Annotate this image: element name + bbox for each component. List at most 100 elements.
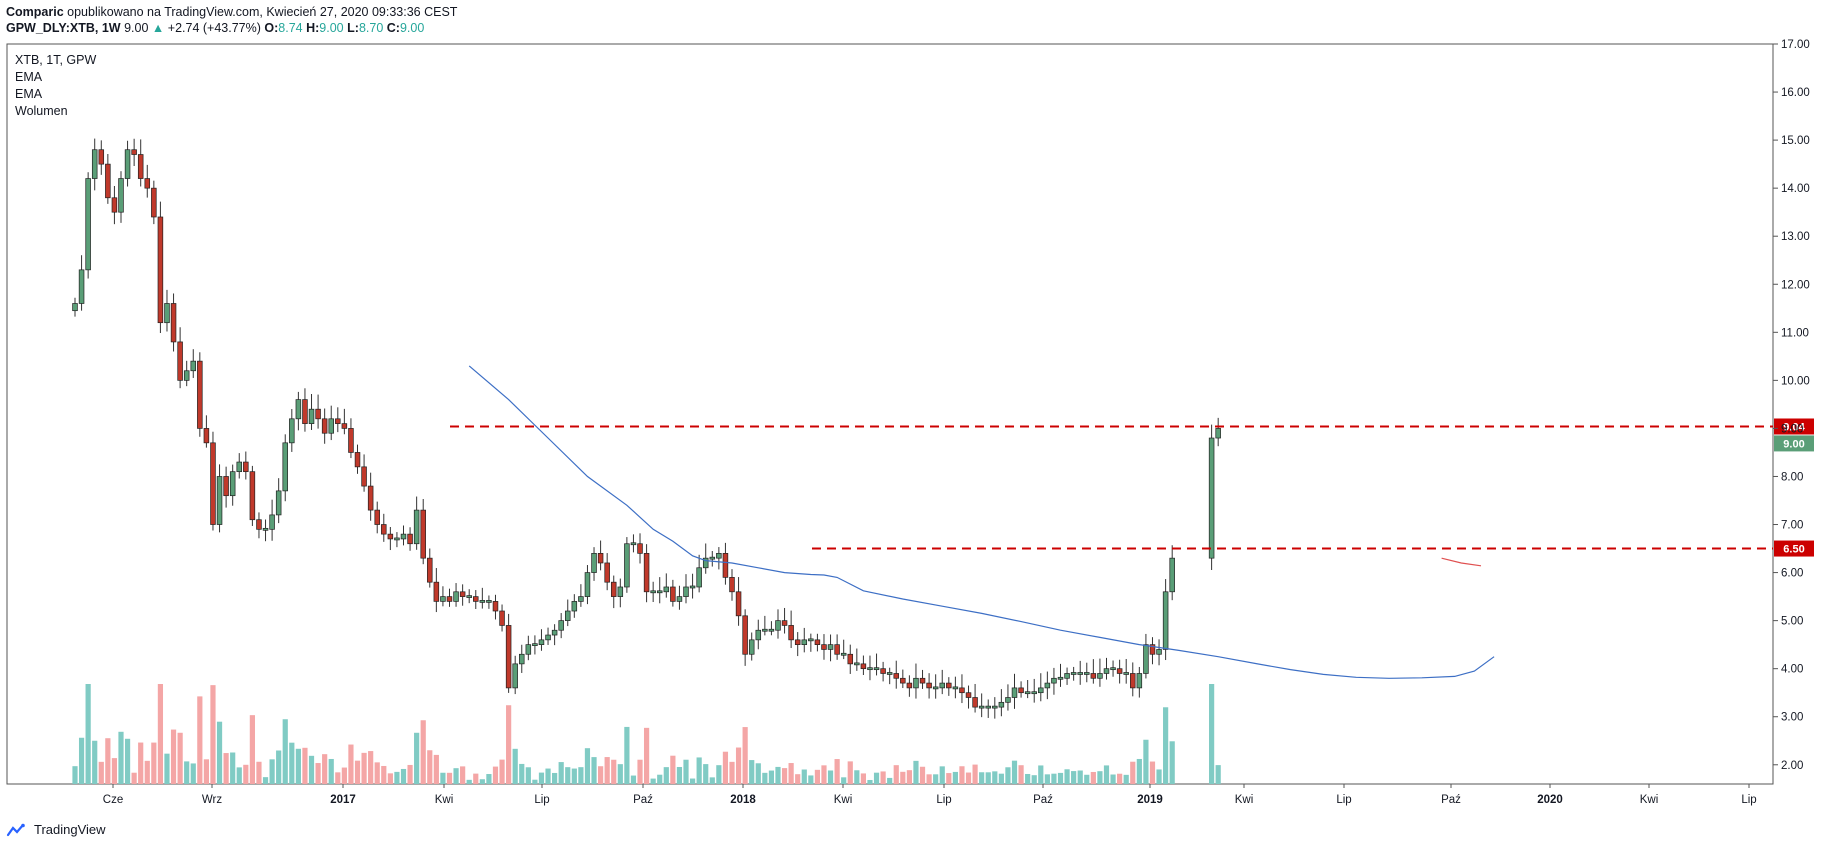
candle-body (519, 653, 525, 665)
candle-body (466, 595, 472, 598)
volume-bar (919, 766, 926, 784)
volume-bar (972, 764, 978, 784)
candle-body (1136, 673, 1143, 689)
volume-bar (762, 772, 768, 784)
level-label: 9.04 (1783, 421, 1805, 433)
candle-body (978, 705, 985, 709)
volume-bar (348, 744, 354, 784)
volume-bar (1011, 760, 1018, 784)
volume-bar (709, 777, 715, 784)
volume-bar (1084, 774, 1090, 784)
volume-bar (157, 684, 164, 784)
candle-body (453, 591, 459, 602)
volume-bars (72, 684, 1221, 784)
price-axis[interactable]: 2.00 3.00 4.00 5.00 6.00 7.00 8.00 9.00 10.00 11.… (1773, 39, 1810, 772)
volume-bar (230, 752, 236, 784)
time-axis[interactable]: Cze Wrz 2017 Kwi Lip Paź 2018 Kwi Lip Paź 2019 Kwi L… (103, 784, 1757, 806)
volume-bar (696, 757, 702, 784)
x-tick-label: Wrz (202, 794, 222, 806)
high-label: H: (306, 21, 320, 35)
candle-body (643, 553, 650, 593)
candle-body (295, 399, 302, 420)
volume-bar (446, 772, 453, 784)
candle-body (394, 537, 400, 541)
horizontal-levels[interactable]: 9.04 6.50 9.00 (450, 418, 1814, 557)
y-tick-label: 7.00 (1781, 520, 1803, 532)
volume-bar (939, 766, 945, 784)
candle-body (361, 466, 367, 487)
volume-bar (302, 747, 308, 784)
candle-body (1130, 673, 1136, 689)
volume-bar (184, 761, 190, 784)
volume-bar (630, 775, 637, 784)
volume-bar (814, 769, 821, 784)
candle-body (722, 553, 729, 578)
last-price: 9.00 (124, 21, 149, 35)
author-name[interactable]: Comparic (6, 5, 64, 19)
candle-body (308, 408, 315, 424)
volume-bar (295, 748, 301, 784)
candle-body (243, 461, 249, 473)
plot-area[interactable] (6, 43, 1774, 785)
candle-body (387, 533, 394, 540)
footer-brand[interactable]: TradingView (6, 822, 106, 837)
volume-bar (512, 748, 518, 784)
x-tick-label: Cze (103, 794, 123, 806)
candle-body (210, 442, 216, 525)
candle-body (538, 639, 545, 645)
candle-body (1143, 644, 1149, 674)
volume-bar (558, 762, 564, 784)
candle-body (223, 476, 229, 497)
volume-bar (532, 779, 538, 784)
candle-body (85, 178, 91, 271)
volume-bar (394, 771, 400, 784)
candle-body (400, 533, 407, 540)
volume-bar (643, 727, 650, 784)
volume-bar (387, 773, 393, 784)
volume-bar (519, 763, 525, 784)
volume-bar (827, 770, 834, 784)
volume-bar (1123, 774, 1129, 784)
candle-body (637, 543, 643, 554)
candle-body (512, 663, 518, 689)
candle-body (282, 442, 288, 492)
volume-bar (190, 763, 196, 784)
candle-body (275, 490, 282, 516)
volume-bar (1051, 773, 1057, 784)
candlesticks (72, 138, 1221, 719)
candle-body (663, 586, 670, 593)
candle-body (348, 428, 354, 453)
candle-body (676, 596, 683, 602)
tradingview-logo-icon (6, 823, 25, 836)
volume-bar (1143, 739, 1149, 784)
candle-body (985, 705, 991, 709)
volume-bar (834, 759, 840, 784)
x-tick-label: Paź (1033, 794, 1053, 806)
candle-body (794, 639, 801, 645)
candle-body (834, 644, 840, 655)
candle-body (420, 509, 426, 559)
volume-bar (111, 758, 118, 784)
volume-bar (1090, 771, 1096, 784)
volume-bar (1215, 765, 1221, 784)
x-tick-label: Kwi (1235, 794, 1254, 806)
candle-body (1031, 691, 1037, 695)
x-tick-label: Lip (1336, 794, 1351, 806)
volume-bar (256, 761, 262, 784)
volume-bar (341, 767, 347, 784)
volume-bar (617, 764, 623, 784)
candle-body (610, 581, 617, 597)
x-tick-label: Lip (936, 794, 951, 806)
volume-bar (282, 719, 288, 784)
candle-body (72, 303, 78, 312)
volume-bar (998, 773, 1004, 784)
candle-body (768, 628, 775, 632)
x-tick-label: Lip (534, 794, 549, 806)
candle-body (827, 644, 834, 650)
candle-body (762, 628, 768, 632)
candle-body (151, 187, 157, 218)
candle-body (170, 303, 177, 343)
candle-body (545, 634, 551, 641)
candle-body (867, 667, 873, 671)
